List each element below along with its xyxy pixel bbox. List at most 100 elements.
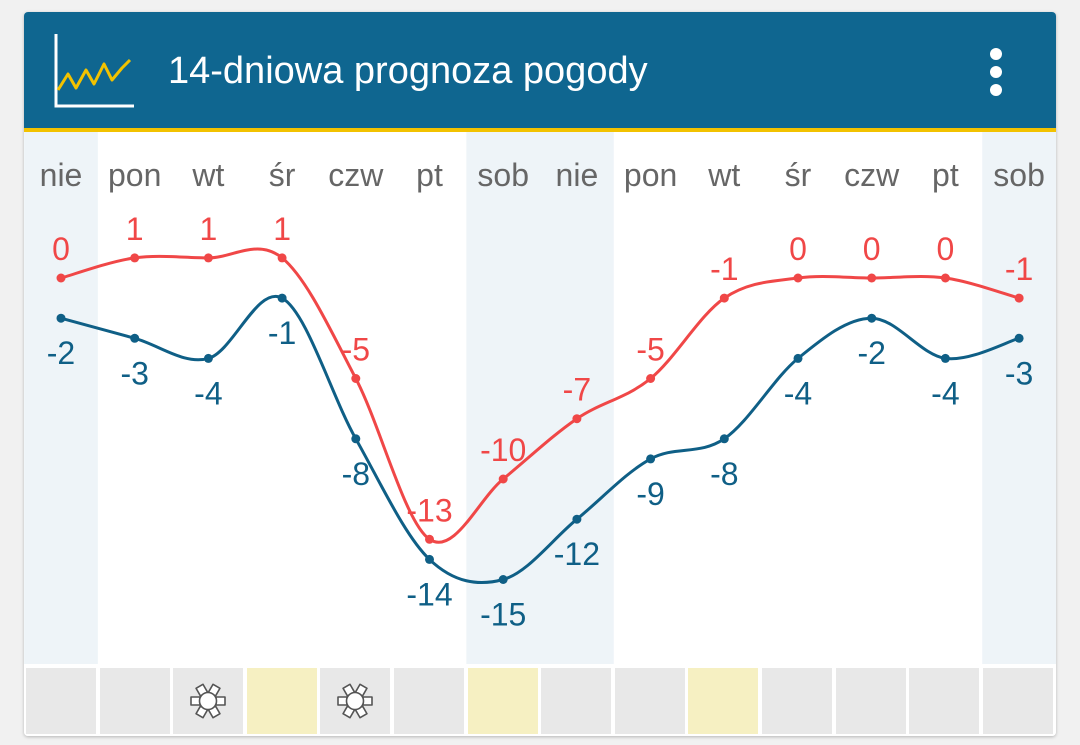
- high-temperature-point: [867, 273, 877, 283]
- high-temperature-point: [425, 534, 434, 544]
- temperature-chart: nie pon wt śr czw pt sob nie pon wt śr czw pt sob 01 1…: [24, 132, 1056, 664]
- high-temperature-point: [203, 253, 213, 263]
- high-temperature-label: 1: [273, 211, 291, 247]
- high-temperature-label: 0: [937, 231, 955, 267]
- low-temperature-point: [646, 454, 656, 464]
- high-temperature-label: -7: [563, 372, 591, 408]
- low-temperature-label: -3: [1005, 355, 1033, 391]
- high-temperature-label: -5: [636, 332, 664, 368]
- low-temperature-label: -2: [47, 335, 75, 371]
- high-temperature-label: -10: [480, 432, 526, 468]
- day-label: sob: [477, 157, 529, 193]
- high-temperature-label: 0: [789, 231, 807, 267]
- high-temperature-point: [940, 273, 950, 283]
- low-temperature-label: -8: [342, 456, 370, 492]
- low-temperature-label: -8: [710, 456, 738, 492]
- condition-cell: [320, 668, 391, 734]
- high-temperature-point: [130, 253, 140, 263]
- low-temperature-label: -1: [268, 315, 296, 351]
- low-temperature-point: [867, 313, 877, 323]
- high-temperature-label: -5: [342, 332, 370, 368]
- condition-cell: [246, 668, 317, 734]
- high-temperature-point: [646, 374, 656, 383]
- condition-cell: [394, 668, 464, 734]
- high-temperature-label: 1: [200, 211, 218, 247]
- weekend-band: [24, 132, 98, 664]
- card-header: 14-dniowa prognoza pogody: [24, 12, 1056, 132]
- low-temperature-label: -15: [480, 597, 526, 633]
- low-temperature-line: [60, 294, 1020, 585]
- snowflake-icon: [190, 683, 226, 719]
- day-label: pt: [932, 157, 959, 193]
- low-temperature-label: -14: [406, 576, 452, 612]
- day-label: pon: [624, 157, 677, 193]
- high-temperature-point: [498, 474, 508, 484]
- low-temperature-label: -2: [857, 335, 885, 371]
- low-temperature-point: [1014, 333, 1024, 343]
- low-temperature-label: -4: [931, 375, 959, 411]
- condition-cell: [614, 668, 685, 734]
- more-vertical-icon: [990, 66, 1002, 78]
- more-options-button[interactable]: [974, 42, 1018, 102]
- weekend-band: [540, 132, 614, 664]
- weekend-band: [466, 132, 541, 664]
- low-temperature-label: -4: [784, 375, 812, 411]
- day-label: pon: [108, 157, 161, 193]
- weekend-band: [982, 132, 1056, 664]
- low-temperature-label: -9: [636, 476, 664, 512]
- day-label: nie: [40, 157, 83, 193]
- condition-cell: [835, 668, 906, 734]
- more-vertical-icon: [990, 48, 1002, 60]
- condition-cell: [762, 668, 832, 734]
- line-chart-icon: [54, 34, 134, 108]
- low-temperature-label: -12: [554, 536, 600, 572]
- high-temperature-label: -1: [710, 251, 738, 287]
- day-label: czw: [328, 157, 384, 193]
- day-label: wt: [707, 157, 740, 193]
- condition-strip: [24, 664, 1056, 736]
- condition-cell: [26, 668, 96, 734]
- day-label: wt: [191, 157, 224, 193]
- high-temperature-point: [793, 273, 803, 283]
- high-temperature-label: 0: [863, 231, 881, 267]
- low-temperature-label: -4: [194, 375, 222, 411]
- low-temperature-point: [719, 434, 729, 444]
- high-temperature-point: [351, 374, 361, 383]
- condition-cell: [909, 668, 980, 734]
- condition-cell: [982, 668, 1053, 734]
- condition-cell: [173, 668, 244, 734]
- forecast-card: 14-dniowa prognoza pogody nie pon wt śr czw p…: [24, 12, 1056, 736]
- low-temperature-point: [56, 313, 66, 323]
- more-vertical-icon: [990, 84, 1002, 96]
- condition-cell: [99, 668, 170, 734]
- high-temperature-point: [56, 273, 66, 283]
- day-label: nie: [556, 157, 599, 193]
- low-temperature-point: [498, 575, 508, 584]
- high-temperature-label: -1: [1005, 251, 1033, 287]
- low-temperature-point: [130, 333, 140, 343]
- day-label: sob: [993, 157, 1045, 193]
- condition-cell: [688, 668, 759, 734]
- high-temperature-label: 1: [126, 211, 144, 247]
- snowflake-icon: [337, 683, 374, 719]
- day-label: śr: [785, 157, 812, 193]
- high-temperature-line: [60, 247, 1020, 544]
- high-temperature-label: 0: [52, 231, 70, 267]
- day-label: śr: [269, 157, 296, 193]
- low-temperature-point: [351, 434, 361, 444]
- low-temperature-point: [425, 554, 434, 564]
- page-title: 14-dniowa prognoza pogody: [168, 50, 648, 92]
- day-label: czw: [844, 157, 900, 193]
- low-temperature-point: [277, 293, 287, 303]
- day-label: pt: [416, 157, 443, 193]
- low-temperature-point: [572, 514, 582, 524]
- high-temperature-point: [1014, 293, 1024, 303]
- high-temperature-point: [277, 253, 287, 263]
- high-temperature-point: [572, 414, 582, 424]
- low-temperature-point: [793, 353, 803, 363]
- condition-cell: [541, 668, 612, 734]
- high-temperature-label: -13: [406, 492, 452, 528]
- low-temperature-point: [940, 353, 950, 363]
- low-temperature-label: -3: [120, 355, 148, 391]
- high-temperature-point: [719, 293, 729, 303]
